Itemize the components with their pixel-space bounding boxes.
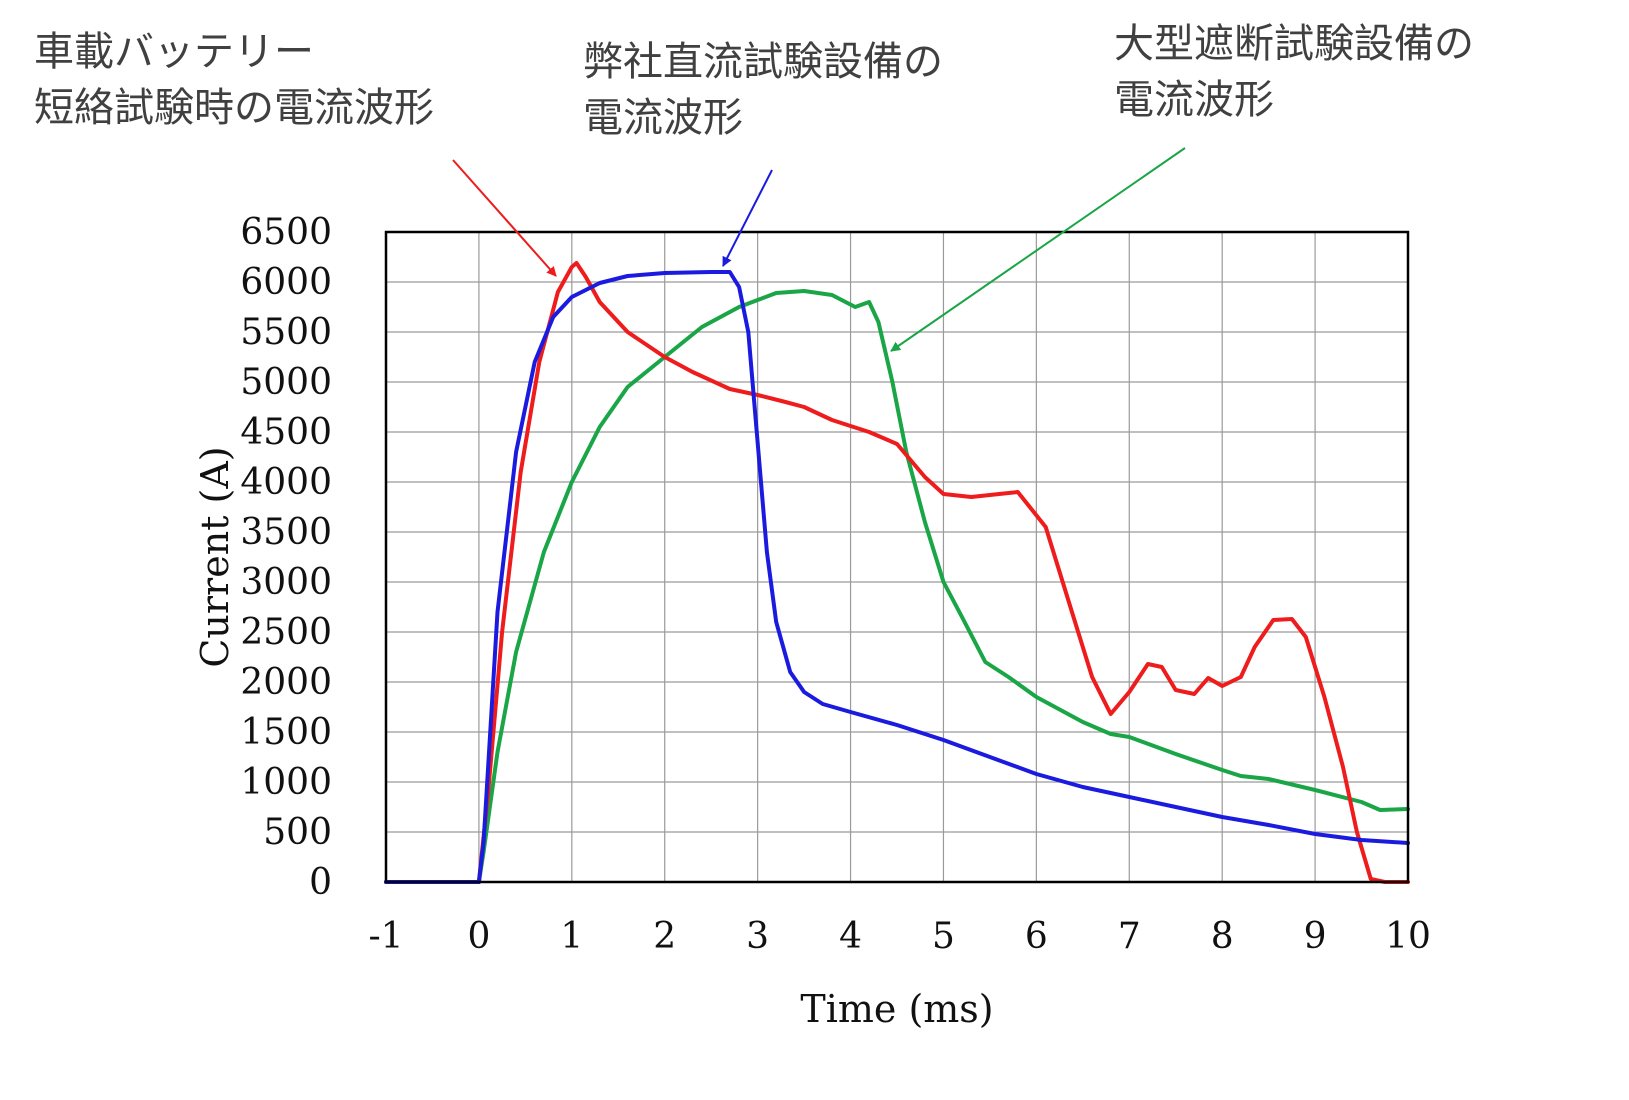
green-annotation-line-1: 大型遮断試験設備の xyxy=(1114,21,1474,67)
y-tick-label: 2000 xyxy=(240,662,332,703)
y-tick-label: 3500 xyxy=(240,512,332,553)
y-tick-label: 6500 xyxy=(240,212,332,253)
series-line-2 xyxy=(384,289,1410,884)
green-annotation-arrow xyxy=(890,147,1186,352)
x-tick-label: -1 xyxy=(368,916,403,957)
x-axis-title: Time (ms) xyxy=(800,987,993,1031)
grid-lines xyxy=(386,232,1408,882)
y-tick-label: 6000 xyxy=(240,262,332,303)
y-tick-label: 5500 xyxy=(240,312,332,353)
green-series-annotation: 大型遮断試験設備の 電流波形 xyxy=(1114,16,1474,128)
red-annotation-line-1: 車載バッテリー xyxy=(34,29,314,75)
x-tick-label: 9 xyxy=(1304,916,1327,957)
x-tick-label: 7 xyxy=(1118,916,1141,957)
y-tick-label: 5000 xyxy=(240,362,332,403)
blue-annotation-arrow xyxy=(722,169,773,267)
x-tick-label: 6 xyxy=(1025,916,1048,957)
x-tick-label: 0 xyxy=(467,916,490,957)
x-tick-label: 1 xyxy=(560,916,583,957)
x-tick-label: 3 xyxy=(746,916,769,957)
y-tick-label: 500 xyxy=(263,812,332,853)
y-tick-label: 4000 xyxy=(240,462,332,503)
series-lines xyxy=(384,261,1410,884)
blue-annotation-line-1: 弊社直流試験設備の xyxy=(583,39,943,85)
y-tick-label: 1000 xyxy=(240,762,332,803)
y-tick-labels: 0 500 1000 1500 2000 2500 3000 3500 4000 4500 5000… xyxy=(240,212,332,903)
green-annotation-line-2: 電流波形 xyxy=(1114,77,1274,123)
y-tick-label: 1500 xyxy=(240,712,332,753)
x-tick-label: 2 xyxy=(653,916,676,957)
series-line-0 xyxy=(384,261,1410,884)
x-tick-labels: -1 0 1 2 3 4 5 6 7 8 9 10 xyxy=(368,916,1430,957)
y-tick-label: 4500 xyxy=(240,412,332,453)
blue-series-annotation: 弊社直流試験設備の 電流波形 xyxy=(583,34,943,146)
blue-annotation-line-2: 電流波形 xyxy=(583,95,743,141)
y-tick-label: 2500 xyxy=(240,612,332,653)
y-tick-label: 3000 xyxy=(240,562,332,603)
series-line-1 xyxy=(384,270,1410,884)
x-tick-label: 10 xyxy=(1385,916,1431,957)
red-series-annotation: 車載バッテリー 短絡試験時の電流波形 xyxy=(34,24,434,136)
x-tick-label: 4 xyxy=(839,916,862,957)
y-tick-label: 0 xyxy=(309,862,332,903)
red-annotation-line-2: 短絡試験時の電流波形 xyxy=(34,85,434,131)
x-tick-label: 8 xyxy=(1211,916,1234,957)
plot-frame xyxy=(384,230,1410,884)
x-tick-label: 5 xyxy=(932,916,955,957)
red-annotation-arrow xyxy=(452,159,557,277)
y-axis-title: Current (A) xyxy=(193,446,237,667)
